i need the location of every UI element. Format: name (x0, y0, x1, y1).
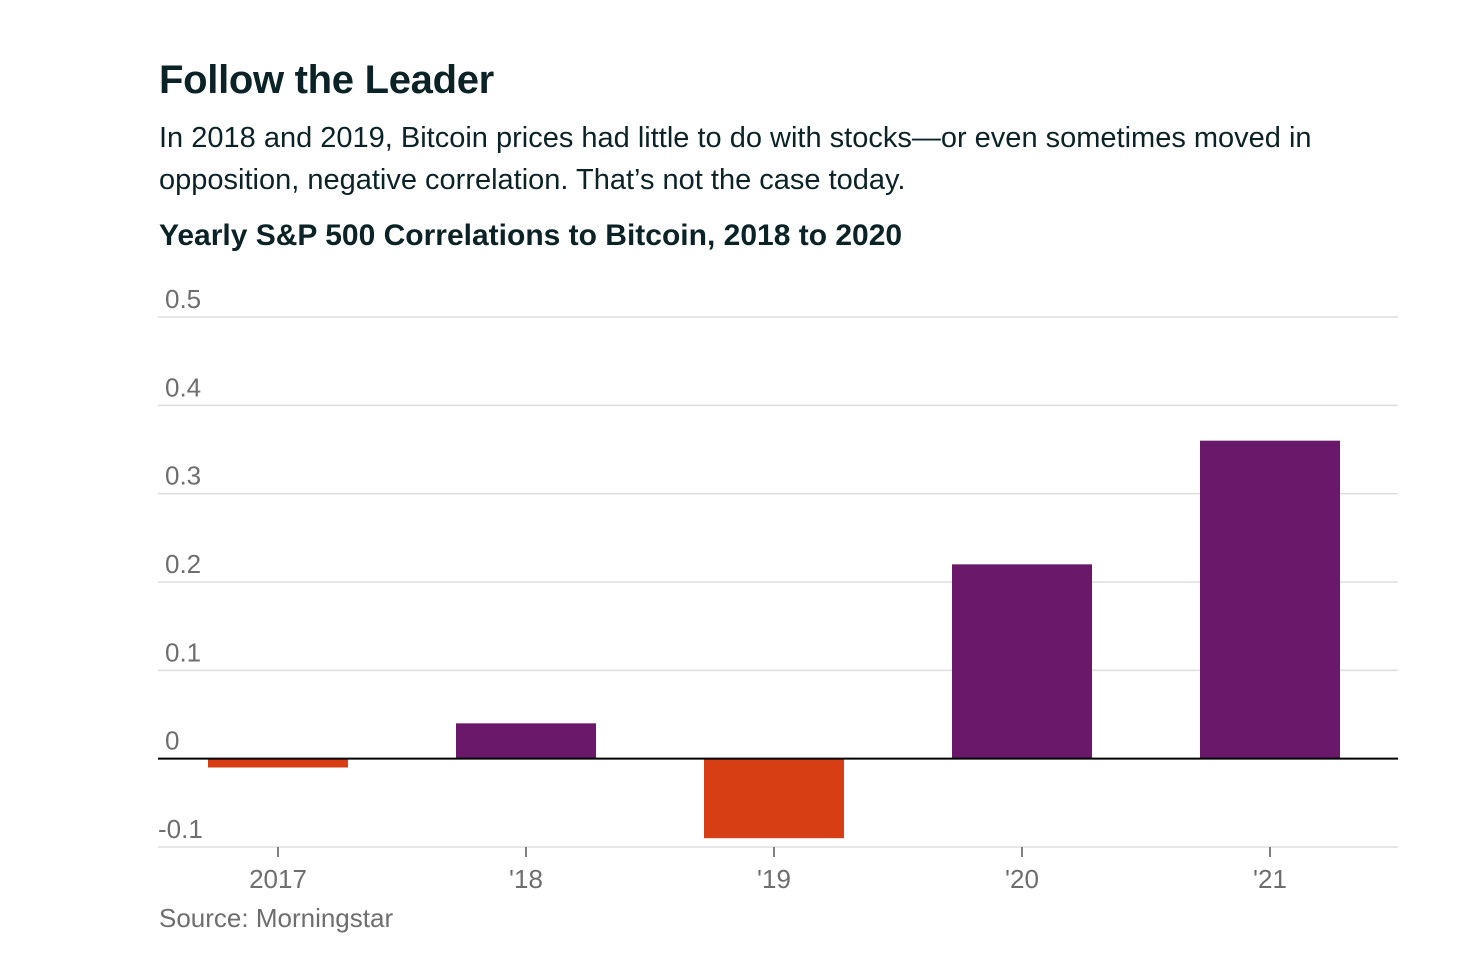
y-tick-label: 0 (165, 726, 179, 756)
y-tick-label: 0.4 (165, 372, 201, 402)
bar-layer (208, 440, 1340, 839)
x-tick-label: 2017 (249, 864, 307, 894)
bar-0 (208, 758, 348, 768)
bar-2 (704, 758, 844, 839)
axis-layer: 0.5 0.4 0.3 0.2 0.1 0 -0.1 2017 '18 '19 '20 '21 (158, 284, 1398, 894)
x-tick-label: '21 (1253, 864, 1287, 894)
x-tick-label: '19 (757, 864, 791, 894)
y-tick-label: 0.3 (165, 461, 201, 491)
x-tick-label: '18 (509, 864, 543, 894)
bar-3 (952, 564, 1092, 759)
bar-4 (1200, 440, 1340, 759)
chart-subtitle: In 2018 and 2019, Bitcoin prices had lit… (159, 122, 1312, 196)
y-tick-label: 0.1 (165, 637, 201, 667)
source-note: Source: Morningstar (159, 903, 394, 933)
bar-1 (456, 723, 596, 759)
chart-heading: Yearly S&P 500 Correlations to Bitcoin, … (159, 219, 903, 252)
y-tick-label: -0.1 (158, 814, 203, 844)
y-tick-label: 0.2 (165, 549, 201, 579)
y-tick-label: 0.5 (165, 284, 201, 314)
chart-main-title: Follow the Leader (159, 58, 494, 102)
grid-layer (158, 316, 1398, 848)
x-tick-label: '20 (1005, 864, 1039, 894)
